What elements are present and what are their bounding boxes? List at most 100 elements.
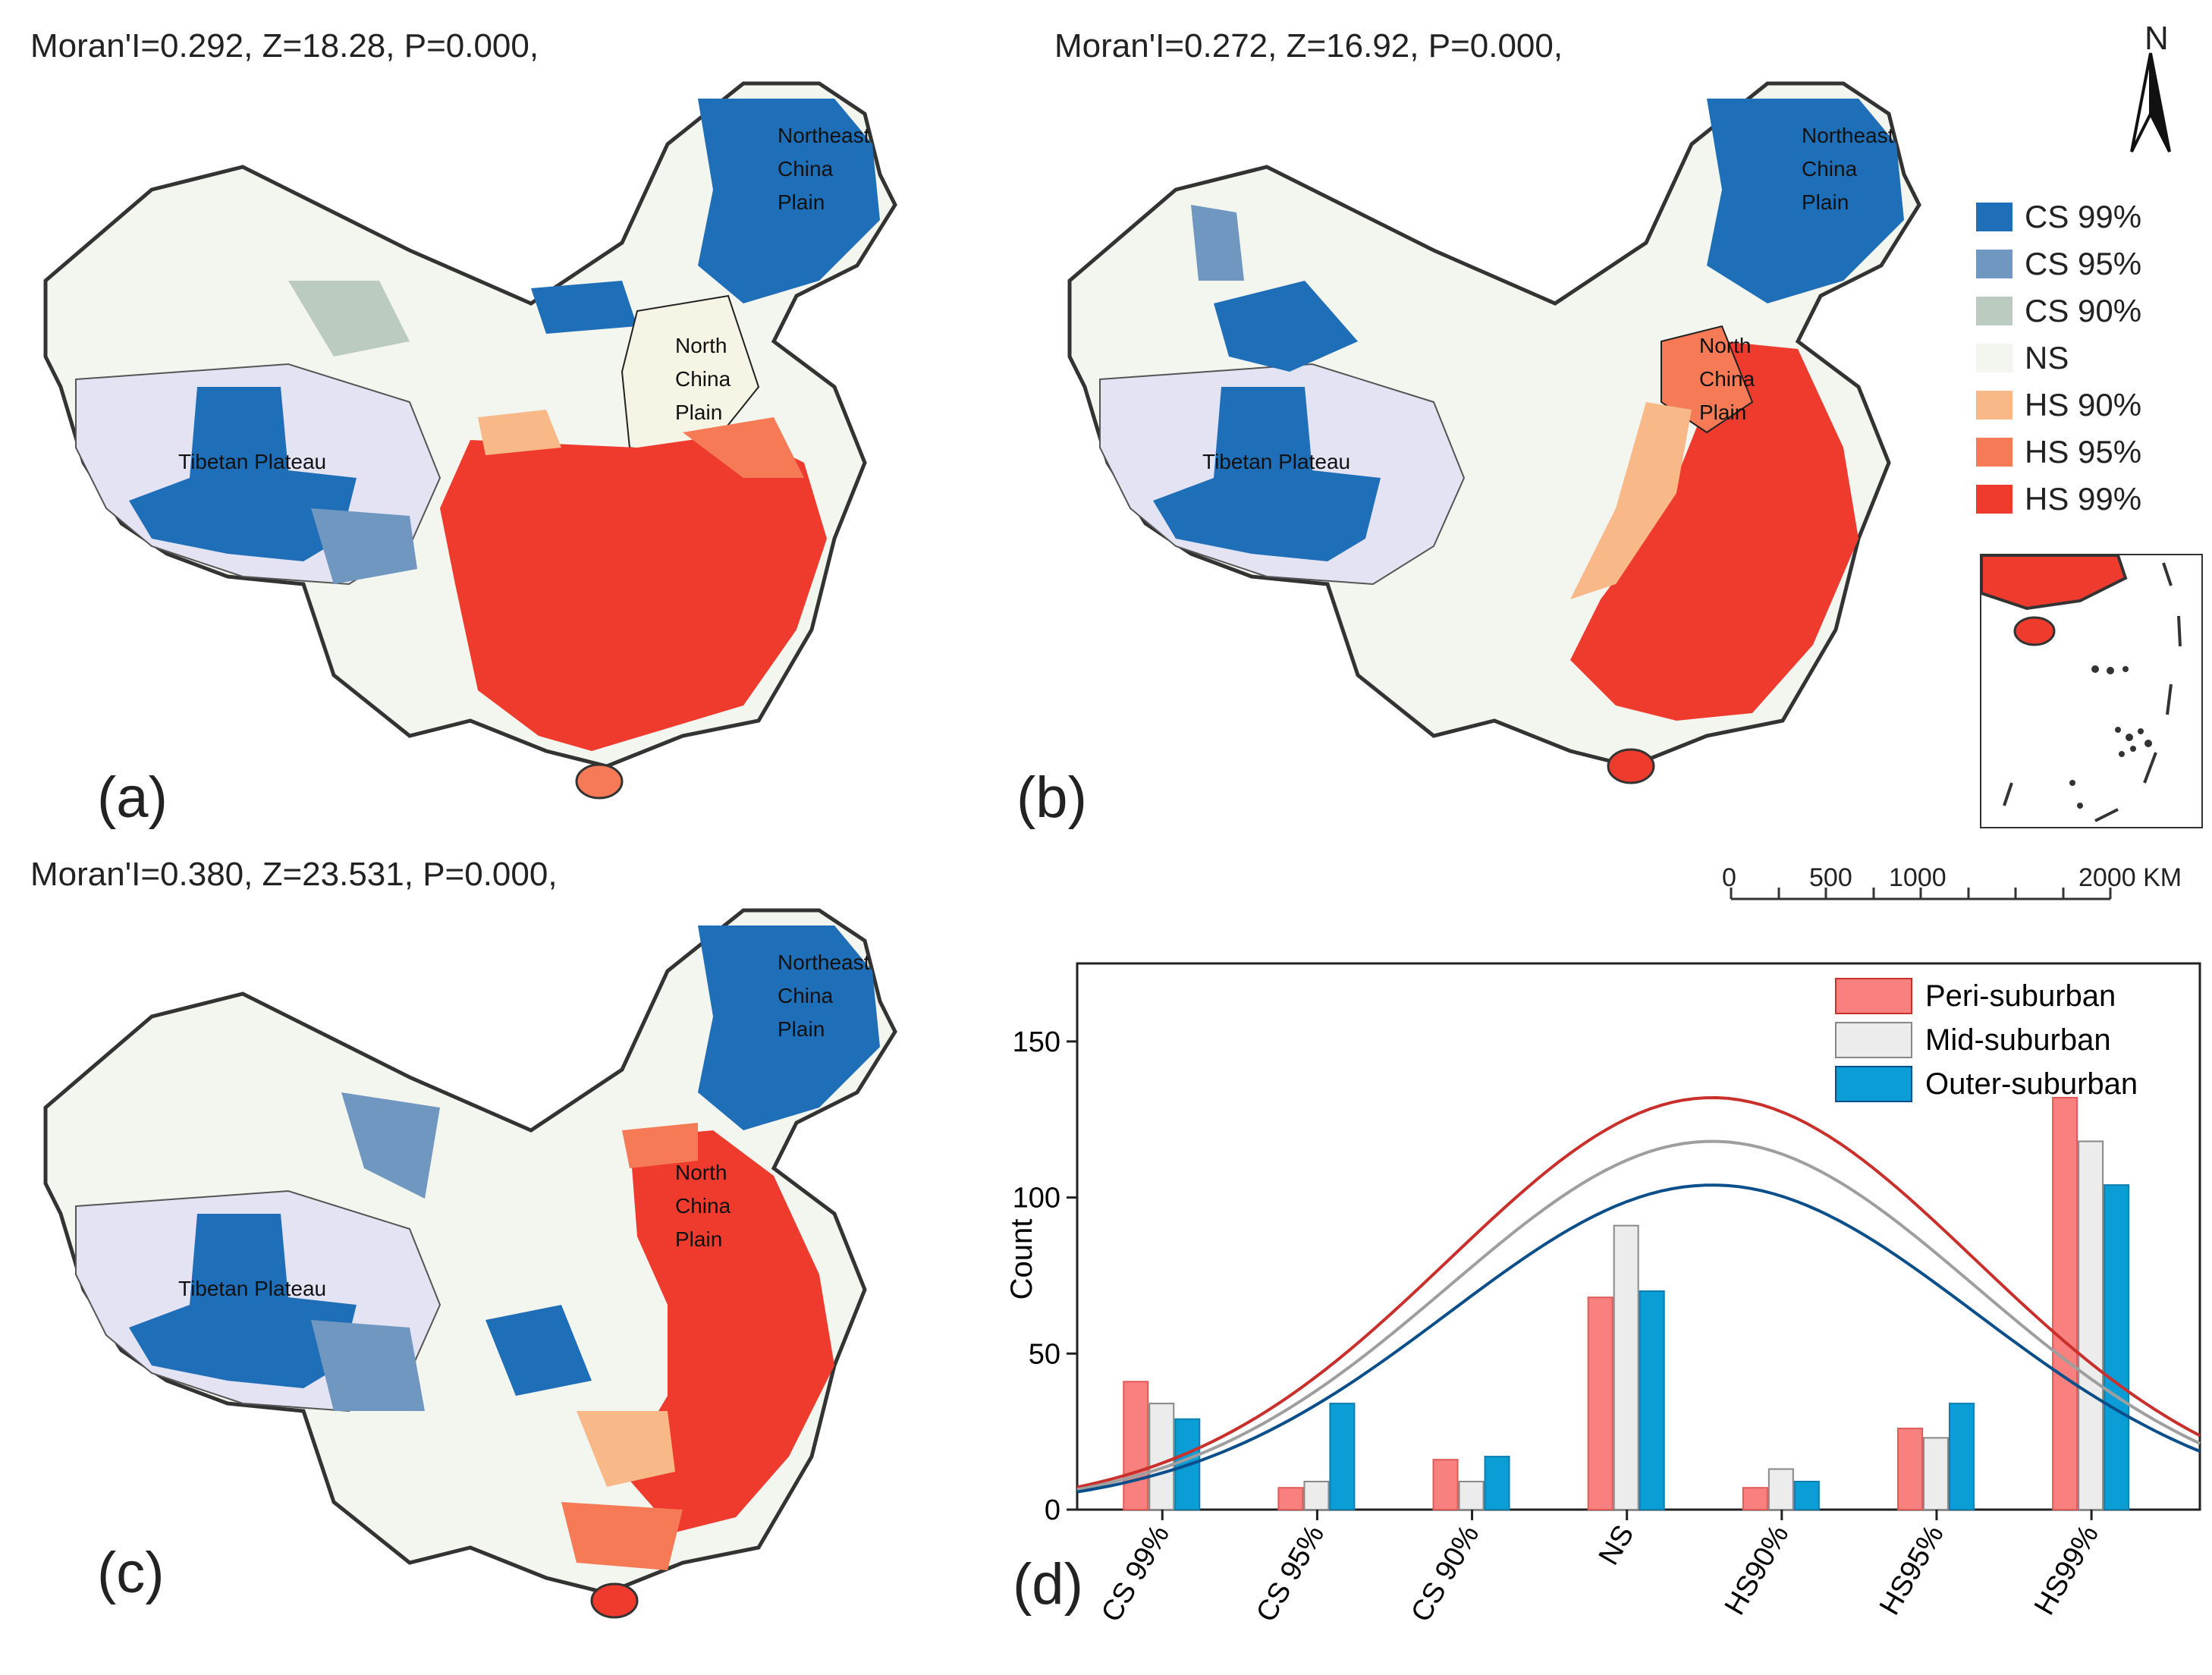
x-tick-label: CS 95%: [1250, 1520, 1331, 1628]
inset-hainan: [2013, 616, 2056, 646]
bar: [1767, 1468, 1794, 1510]
region-northeast-c: Northeast China Plain: [778, 951, 870, 1041]
legend-swatch: [1976, 250, 2012, 278]
panel-b-label: (b): [1016, 765, 1087, 830]
south-china-sea-inset: [1980, 554, 2203, 828]
hs90-mid: [478, 410, 561, 455]
hs95-east: [683, 417, 804, 478]
legend-item: CS 95%: [1976, 240, 2141, 288]
legend-item: HS 90%: [1976, 382, 2141, 429]
inset-islands: [2069, 665, 2152, 809]
bar: [1303, 1480, 1330, 1511]
hs99-east: [1570, 341, 1859, 721]
legend-item: CS 99%: [1976, 193, 2141, 240]
inset-dash-line: [2003, 562, 2182, 822]
panel-a-label: (a): [97, 765, 168, 830]
chart-legend-label: Peri-suburban: [1925, 979, 2116, 1013]
hainan: [590, 1582, 639, 1619]
y-axis-label: Count: [1005, 1219, 1038, 1300]
cs99-north: [1214, 281, 1358, 372]
scale-bar: [1730, 888, 2112, 900]
scale-tick-500: 500: [1809, 863, 1852, 892]
bar: [1896, 1428, 1923, 1510]
region-northeast-b: Northeast China Plain: [1802, 124, 1894, 214]
legend-swatch: [1976, 297, 2012, 325]
panel-d-label: (d): [1013, 1552, 1083, 1617]
bar: [1432, 1459, 1459, 1511]
x-tick-label: CS 99%: [1095, 1520, 1176, 1628]
panel-c-stat: Moran'I=0.380, Z=23.531, P=0.000,: [30, 856, 558, 893]
cs99-inner: [531, 281, 637, 334]
panel-c-label: (c): [97, 1541, 165, 1605]
count-bar-chart: Count 0 50 100 150 CS 99% CS 95% CS 90% NS HS90%…: [1005, 962, 2201, 1628]
x-tick-label: CS 90%: [1405, 1520, 1485, 1628]
chart-legend-swatch: [1835, 1066, 1912, 1102]
bar: [1484, 1456, 1510, 1510]
x-tick-label: HS99%: [2028, 1520, 2105, 1621]
map-b: Northeast China Plain North China Plain Tibe…: [1067, 81, 1921, 784]
y-tick-label: 100: [1013, 1183, 1060, 1215]
region-tibet-a: Tibetan Plateau: [178, 450, 326, 473]
scale-tick-1000: 1000: [1889, 863, 1946, 892]
region-tibet-c: Tibetan Plateau: [178, 1277, 326, 1300]
bar: [1458, 1480, 1485, 1511]
cs99-central: [485, 1305, 592, 1396]
fit-curve: [1076, 1183, 2201, 1494]
north-label: N: [2144, 20, 2169, 57]
chart-legend-swatch: [1835, 1022, 1912, 1058]
legend-item: NS: [1976, 335, 2141, 382]
legend-swatch: [1976, 391, 2012, 420]
bar: [1948, 1403, 1975, 1510]
hs95-north: [622, 1123, 698, 1168]
cs95-central: [341, 1092, 440, 1199]
region-north-c: North China Plain: [675, 1161, 731, 1251]
region-tibet-b: Tibetan Plateau: [1202, 450, 1350, 473]
legend-label: CS 90%: [2025, 293, 2142, 328]
cs95-west: [311, 1320, 425, 1411]
bar: [1639, 1290, 1665, 1510]
panel-a-stat: Moran'I=0.292, Z=18.28, P=0.000,: [30, 27, 539, 64]
scale-tick-0: 0: [1722, 863, 1736, 892]
legend-label: NS: [2025, 340, 2069, 376]
y-tick-label: 0: [1045, 1494, 1060, 1526]
bar: [1329, 1403, 1356, 1510]
bar: [1148, 1403, 1175, 1510]
chart-legend-label: Outer-suburban: [1925, 1067, 2138, 1101]
x-tick-label: HS90%: [1719, 1520, 1796, 1621]
region-northeast-a: Northeast China Plain: [778, 124, 870, 214]
bar: [1922, 1437, 1949, 1510]
fit-curve: [1076, 1095, 2201, 1489]
hainan: [1607, 748, 1655, 784]
cs99-tibet: [129, 387, 357, 561]
hs95-north: [1661, 325, 1754, 434]
hs90-south: [577, 1411, 675, 1487]
x-tick-label: NS: [1593, 1520, 1641, 1571]
cs99-northeast: [698, 925, 880, 1130]
bar: [1793, 1480, 1820, 1511]
bar: [1742, 1487, 1768, 1511]
chart-legend-swatch: [1835, 978, 1912, 1014]
bar: [1587, 1296, 1613, 1510]
bar: [2078, 1140, 2104, 1510]
map-a: Northeast China Plain North China Plain Tibe…: [43, 81, 897, 800]
bar: [1277, 1487, 1304, 1511]
fit-curve: [1076, 1139, 2201, 1491]
panel-b-stat: Moran'I=0.272, Z=16.92, P=0.000,: [1054, 27, 1563, 64]
legend-swatch: [1976, 438, 2012, 467]
cs99-northeast: [1707, 99, 1904, 303]
legend-swatch: [1976, 485, 2012, 514]
scale-tick-2000: 2000 KM: [2078, 863, 2182, 892]
bar: [1613, 1224, 1639, 1510]
map-c: Northeast China Plain North China Plain Tibe…: [43, 908, 897, 1619]
chart-legend-label: Mid-suburban: [1925, 1023, 2111, 1057]
cs95-west: [311, 508, 417, 584]
map-legend: CS 99% CS 95% CS 90% NS HS 90% HS 95% HS…: [1976, 193, 2141, 523]
legend-swatch: [1976, 203, 2012, 231]
hs95-coast: [561, 1502, 683, 1570]
inset-coast: [1981, 555, 2128, 611]
legend-item: CS 90%: [1976, 288, 2141, 335]
y-tick-label: 50: [1029, 1338, 1060, 1370]
cs90-north: [288, 281, 410, 357]
legend-label: HS 90%: [2025, 387, 2142, 423]
legend-swatch: [1976, 344, 2012, 372]
